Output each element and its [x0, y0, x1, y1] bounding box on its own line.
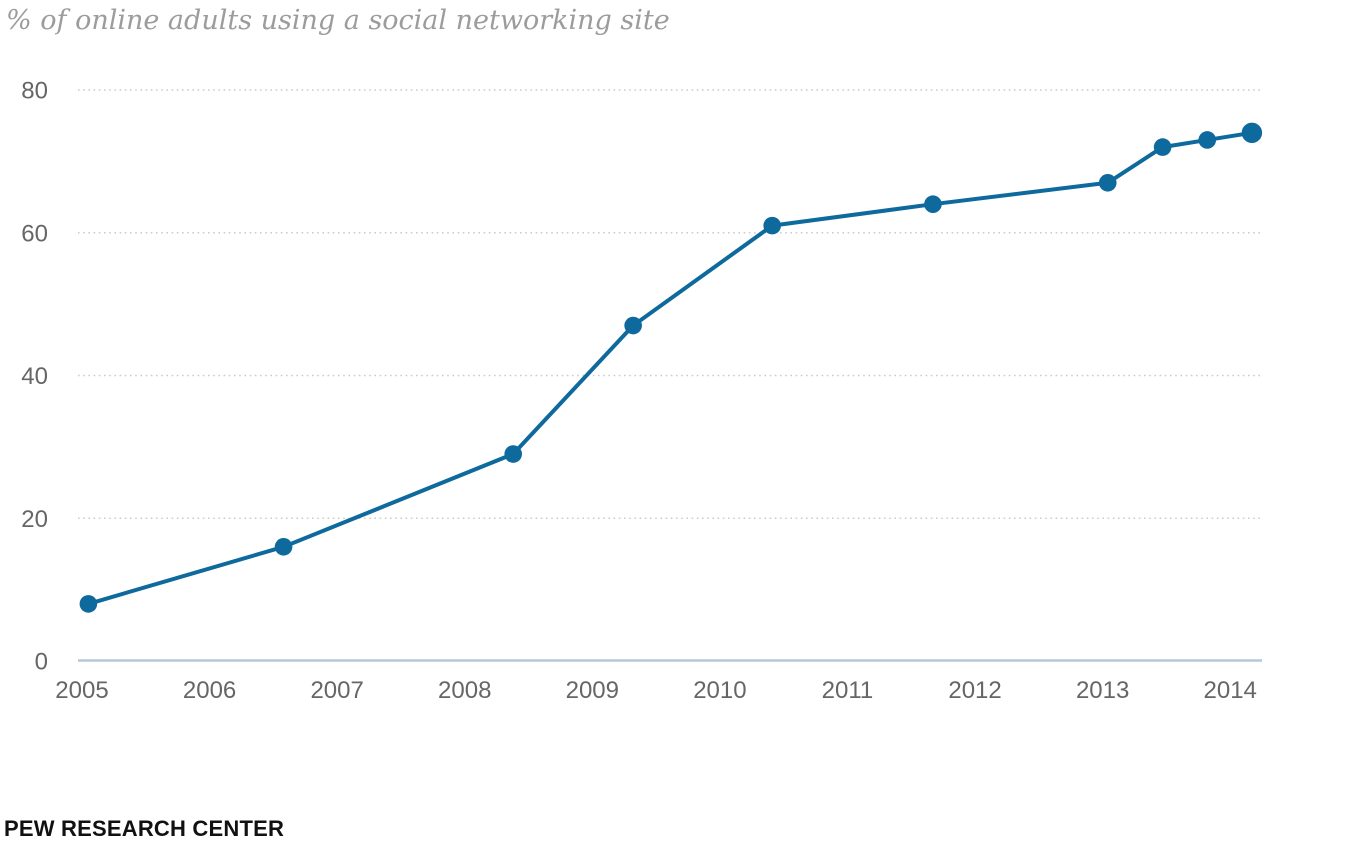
x-tick-label: 2011: [822, 677, 874, 704]
data-point: [504, 445, 523, 463]
x-tick-label: 2005: [55, 677, 108, 704]
y-tick-label: 20: [21, 506, 48, 533]
y-tick-label: 0: [35, 649, 48, 676]
data-point: [79, 595, 98, 613]
data-point: [1153, 138, 1172, 156]
x-tick-label: 2008: [438, 677, 491, 704]
data-point: [1241, 122, 1263, 144]
y-tick-label: 80: [21, 78, 48, 105]
data-point: [624, 316, 642, 335]
x-tick-label: 2010: [693, 677, 746, 704]
data-point: [274, 538, 293, 556]
chart-title: % of online adults using a social networ…: [6, 5, 670, 36]
trend-line: [86, 130, 1254, 606]
x-tick-label: 2014: [1204, 677, 1257, 704]
data-point: [924, 195, 942, 213]
y-tick-label: 60: [21, 220, 48, 247]
x-tick-label: 2012: [948, 677, 1001, 704]
x-tick-label: 2006: [183, 677, 236, 704]
data-point: [763, 216, 782, 235]
x-tick-label: 2013: [1076, 677, 1129, 704]
y-tick-label: 40: [21, 363, 48, 390]
source-label: PEW RESEARCH CENTER: [4, 816, 285, 841]
data-point: [1198, 131, 1217, 149]
line-chart-canvas: 80 60 40 20 0 2005 2006 2007 2008 2009 2010 2011 201…: [21, 78, 1263, 704]
x-tick-label: 2009: [566, 677, 619, 704]
data-point: [1098, 173, 1117, 192]
x-tick-label: 2007: [310, 677, 363, 704]
